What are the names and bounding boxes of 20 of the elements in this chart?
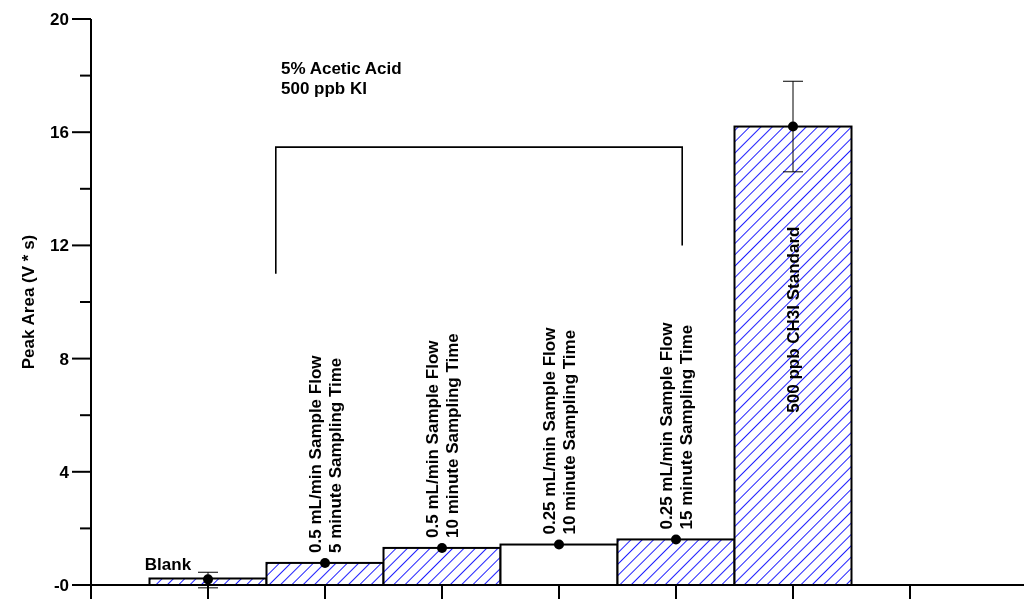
x-tick-label: Blank xyxy=(144,555,192,575)
y-tick-label: 12 xyxy=(50,236,69,256)
y-tick-label: 20 xyxy=(50,9,69,29)
point xyxy=(554,539,564,550)
y-tick-label: 16 xyxy=(50,123,69,143)
point xyxy=(203,574,213,585)
annotation: 5% Acetic Acid 500 ppb KI xyxy=(281,59,402,98)
y-tick-label: 8 xyxy=(59,349,69,369)
point xyxy=(671,534,681,545)
x-tick-label: 0.5 mL/min Sample Flow 10 minute Sampling Time xyxy=(423,333,462,538)
x-tick-label: 0.25 mL/min Sample Flow 10 minute Sampling Time xyxy=(540,326,579,535)
y-tick-label: 4 xyxy=(59,462,70,482)
point xyxy=(320,557,330,568)
x-tick-label: 0.25 mL/min Sample Flow 15 minute Sampling Time xyxy=(657,321,696,530)
x-tick-label: 500 ppb CH3I Standard xyxy=(784,226,803,413)
y-axis-title: Peak Area (V * s) xyxy=(19,234,38,370)
x-tick-label: 0.5 mL/min Sample Flow 5 minute Sampling Time xyxy=(306,354,345,553)
point xyxy=(437,542,447,553)
y-tick-label: -0 xyxy=(53,575,69,595)
point xyxy=(788,121,798,132)
